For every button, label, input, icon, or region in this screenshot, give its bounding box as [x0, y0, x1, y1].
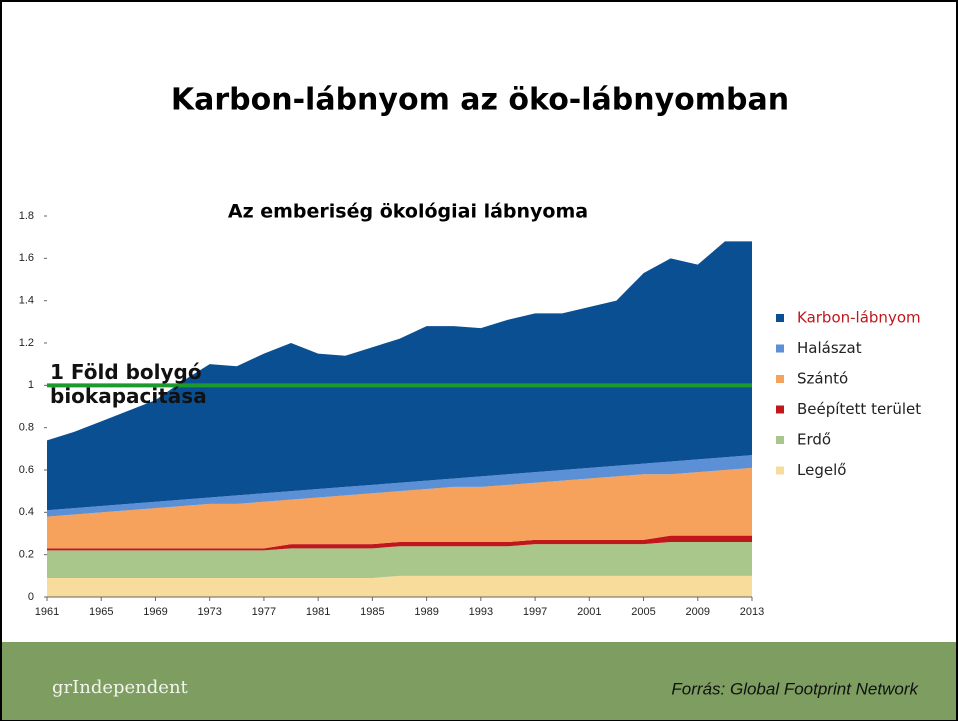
y-tick-label: 1	[28, 379, 34, 391]
area	[47, 467, 752, 549]
x-tick-label: 2001	[577, 606, 601, 618]
reference-label: 1 Föld bolygó	[50, 360, 202, 384]
legend-swatch	[776, 314, 784, 322]
y-tick-label: 1.6	[19, 252, 34, 264]
y-tick-label: 0.6	[19, 464, 34, 476]
x-tick-label: 2005	[631, 606, 655, 618]
x-tick-label: 1973	[197, 606, 221, 618]
legend-swatch	[776, 405, 784, 414]
legend-label: Erdő	[797, 431, 831, 449]
y-tick-label: 0	[28, 591, 34, 603]
x-tick-label: 2013	[740, 606, 764, 618]
source: Forrás: Global Footprint Network	[671, 679, 919, 698]
area	[47, 535, 752, 551]
legend-label: Legelő	[797, 461, 846, 479]
y-tick-label: 0.4	[19, 506, 34, 518]
legend-swatch	[776, 344, 784, 353]
x-tick-label: 1965	[89, 606, 113, 618]
x-tick-label: 1977	[252, 606, 276, 618]
area	[47, 455, 752, 517]
chart-title: Az emberiség ökológiai lábnyoma	[228, 201, 588, 223]
reference-label: biokapacitása	[50, 384, 207, 408]
y-tick-label: 1.2	[19, 337, 34, 349]
x-tick-label: 2009	[686, 606, 710, 618]
legend-swatch	[776, 436, 784, 444]
area	[47, 575, 752, 597]
x-tick-label: 1981	[306, 606, 330, 618]
x-tick-label: 1989	[414, 606, 438, 618]
x-tick-label: 1961	[35, 606, 59, 618]
y-tick-label: 0.8	[19, 422, 34, 434]
y-tick-label: 1.4	[19, 295, 34, 307]
legend-label: Karbon-lábnyom	[797, 309, 921, 327]
legend-label: Halászat	[797, 339, 862, 357]
footer-band	[2, 642, 956, 720]
slide-title: Karbon-lábnyom az öko-lábnyomban	[171, 83, 789, 118]
legend-swatch	[776, 466, 784, 475]
legend-label: Beépített terület	[797, 400, 921, 418]
logo: grIndependent	[52, 677, 189, 698]
y-tick-label: 1.8	[19, 210, 34, 222]
y-tick-label: 0.2	[19, 549, 34, 561]
legend-swatch	[776, 375, 784, 383]
x-tick-label: 1969	[143, 606, 167, 618]
legend-label: Szántó	[797, 370, 848, 388]
x-tick-label: 1997	[523, 606, 547, 618]
x-tick-label: 1985	[360, 606, 384, 618]
x-tick-label: 1993	[469, 606, 493, 618]
area	[47, 241, 752, 511]
area	[47, 541, 752, 578]
